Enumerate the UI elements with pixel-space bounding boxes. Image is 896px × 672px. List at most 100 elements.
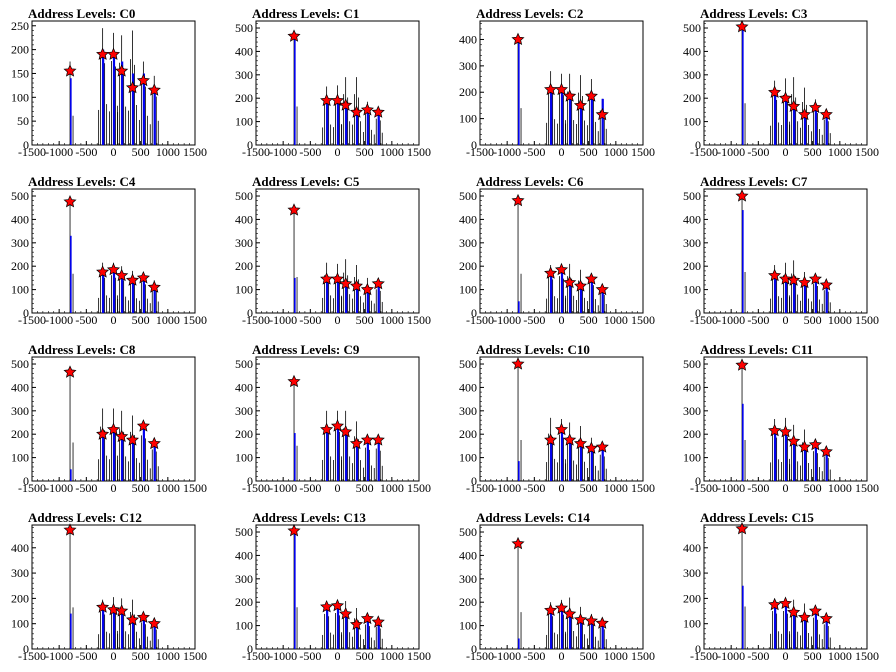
- x-tick-label: -500: [299, 145, 321, 159]
- x-tick-label: -500: [747, 313, 769, 327]
- peak-marker: [339, 276, 353, 290]
- y-tick-label: 400: [459, 548, 477, 562]
- peak-marker: [511, 357, 525, 370]
- y-tick-label: 300: [235, 68, 253, 82]
- peak-marker: [595, 282, 609, 296]
- y-tick-label: 0: [23, 474, 29, 488]
- y-tick-label: 200: [683, 427, 701, 441]
- x-tick-label: 0: [559, 481, 565, 495]
- x-tick-label: -1000: [45, 481, 73, 495]
- y-tick-label: 0: [23, 306, 29, 320]
- x-tick-label: -1000: [45, 649, 73, 663]
- x-tick-label: 0: [335, 145, 341, 159]
- x-tick-label: 1000: [828, 313, 852, 327]
- x-tick-label: 0: [559, 649, 565, 663]
- chart-svg: Address Levels: C2 0 100 200 300 400 -1500 -100…: [459, 6, 655, 159]
- peak-marker: [330, 419, 345, 432]
- y-tick-label: 100: [11, 617, 29, 631]
- peak-marker: [735, 19, 749, 33]
- x-tick-label: -1000: [45, 313, 73, 327]
- peak-marker: [808, 437, 822, 451]
- x-tick-label: 1000: [828, 649, 852, 663]
- peak-marker: [360, 611, 374, 625]
- peak-marker: [115, 429, 129, 443]
- chart-title: Address Levels: C2: [476, 6, 583, 21]
- peak-marker: [797, 275, 812, 289]
- x-tick-label: 0: [111, 649, 117, 663]
- y-tick-label: 200: [11, 427, 29, 441]
- peak-marker: [573, 279, 588, 292]
- x-tick-label: 1000: [156, 649, 180, 663]
- x-tick-label: 1500: [183, 313, 207, 327]
- peak-marker: [360, 282, 374, 296]
- peak-marker: [797, 440, 812, 453]
- peak-marker: [96, 47, 110, 60]
- x-tick-label: -500: [523, 481, 545, 495]
- chart-panel: Address Levels: C2 0 100 200 300 400 -1500 -100…: [448, 0, 672, 168]
- x-tick-label: 500: [356, 649, 374, 663]
- x-tick-label: 1500: [631, 145, 655, 159]
- y-tick-label: 0: [247, 642, 253, 656]
- y-tick-label: 0: [23, 138, 29, 152]
- peak-marker: [595, 616, 609, 629]
- x-tick-label: -1500: [242, 313, 270, 327]
- x-tick-label: -1500: [690, 313, 718, 327]
- peak-marker: [96, 427, 110, 440]
- y-tick-label: 400: [235, 380, 253, 394]
- x-tick-label: -1000: [717, 145, 745, 159]
- y-tick-label: 100: [459, 451, 477, 465]
- peak-marker: [808, 100, 822, 114]
- chart-title: Address Levels: C5: [252, 174, 360, 189]
- y-tick-label: 300: [459, 572, 477, 586]
- peak-marker: [819, 278, 833, 291]
- peak-marker: [115, 604, 129, 617]
- y-tick-label: 200: [683, 259, 701, 273]
- y-tick-label: 0: [247, 306, 253, 320]
- y-tick-label: 500: [683, 21, 701, 35]
- peak-marker: [544, 433, 558, 446]
- peak-marker: [63, 64, 77, 77]
- x-tick-label: 1500: [631, 313, 655, 327]
- peak-marker: [106, 422, 121, 436]
- peak-marker: [287, 203, 301, 216]
- y-tick-label: 0: [23, 642, 29, 656]
- peak-marker: [320, 272, 334, 285]
- peak-marker: [287, 523, 301, 537]
- y-tick-label: 300: [683, 566, 701, 580]
- x-tick-label: 0: [111, 313, 117, 327]
- peak-marker: [320, 93, 334, 107]
- chart-panel: Address Levels: C1 0 100 200 300 400 500 -1500-…: [224, 0, 448, 168]
- y-tick-label: 50: [17, 114, 29, 128]
- peak-marker: [371, 615, 385, 628]
- chart-title: Address Levels: C15: [700, 510, 814, 525]
- x-tick-label: -1500: [690, 145, 718, 159]
- peak-marker: [584, 272, 598, 285]
- peak-marker: [787, 605, 801, 618]
- x-tick-label: -1500: [466, 481, 494, 495]
- peak-marker: [147, 436, 161, 450]
- peak-marker: [778, 91, 793, 104]
- peak-marker: [554, 422, 569, 436]
- peak-marker: [808, 272, 822, 285]
- y-tick-label: 200: [235, 91, 253, 105]
- x-tick-label: -500: [299, 649, 321, 663]
- peak-marker: [768, 85, 782, 98]
- peak-marker: [778, 596, 793, 610]
- x-tick-label: 0: [111, 145, 117, 159]
- chart-svg: Address Levels: C90100200300400500-1500-…: [235, 342, 431, 495]
- peak-marker: [787, 99, 801, 113]
- x-tick-label: 1000: [380, 145, 404, 159]
- x-tick-label: 1500: [855, 313, 879, 327]
- x-tick-label: -1500: [18, 481, 46, 495]
- x-tick-label: 1000: [380, 649, 404, 663]
- y-tick-label: 400: [11, 380, 29, 394]
- peak-marker: [349, 279, 364, 292]
- x-tick-label: 1000: [156, 481, 180, 495]
- y-tick-label: 400: [459, 380, 477, 394]
- y-tick-label: 300: [683, 404, 701, 418]
- chart-panel: Address Levels: C5 0 100 200 300 400 500 -1500-…: [224, 168, 448, 336]
- chart-title: Address Levels: C0: [28, 6, 135, 21]
- peak-marker: [339, 98, 353, 111]
- y-tick-label: 100: [235, 451, 253, 465]
- peak-marker: [819, 444, 833, 458]
